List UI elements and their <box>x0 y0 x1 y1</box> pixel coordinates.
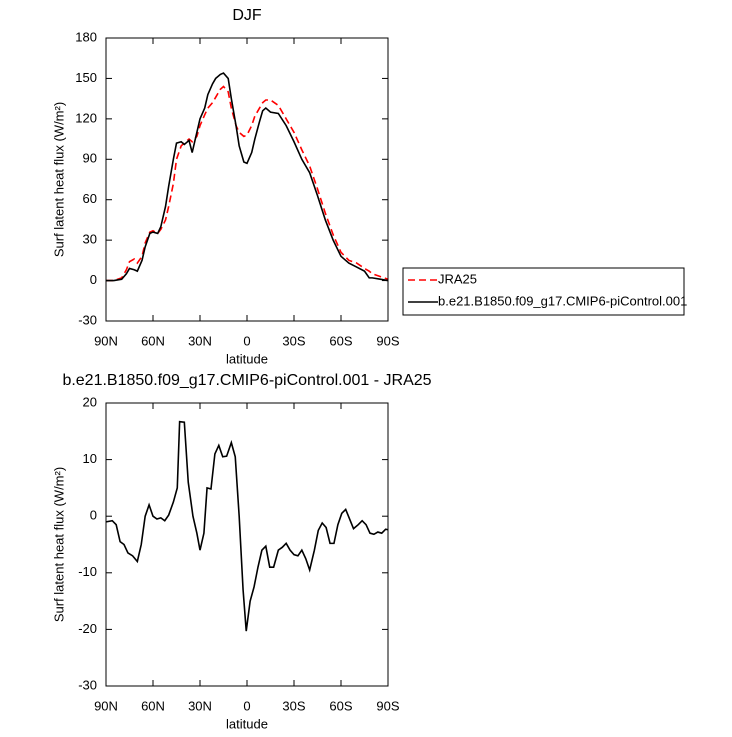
y-tick-label: 20 <box>83 394 97 409</box>
x-tick-label: 30S <box>282 698 305 713</box>
x-tick-label: 60N <box>141 333 165 348</box>
y-tick-label: 60 <box>83 191 97 206</box>
x-tick-label: 60S <box>329 333 352 348</box>
y-axis-label: Surf latent heat flux (W/m²) <box>51 102 66 257</box>
y-tick-label: 0 <box>90 508 97 523</box>
data-line <box>106 85 389 282</box>
x-tick-label: 90N <box>94 698 118 713</box>
legend-label: JRA25 <box>438 271 477 286</box>
x-tick-label: 30S <box>282 333 305 348</box>
y-axis-label: Surf latent heat flux (W/m²) <box>51 467 66 622</box>
y-tick-label: 150 <box>75 70 97 85</box>
legend: JRA25 b.e21.B1850.f09_g17.CMIP6-piControl… <box>402 267 687 316</box>
data-line <box>105 420 389 632</box>
x-tick-label: 30N <box>188 698 212 713</box>
plot-frame <box>105 37 389 322</box>
x-tick-label: 0 <box>243 333 250 348</box>
y-tick-label: 120 <box>75 110 97 125</box>
y-tick-label: -10 <box>78 564 97 579</box>
y-tick-label: 180 <box>75 29 97 44</box>
y-tick-label: 30 <box>83 232 97 247</box>
y-tick-label: 90 <box>83 151 97 166</box>
legend-box <box>402 267 685 316</box>
x-tick-label: 30N <box>188 333 212 348</box>
y-tick-label: -30 <box>78 677 97 692</box>
y-tick-label: 10 <box>83 451 97 466</box>
y-tick-label: 0 <box>90 272 97 287</box>
x-tick-label: 90N <box>94 333 118 348</box>
x-axis-label: latitude <box>226 716 268 731</box>
y-tick-label: -30 <box>78 312 97 327</box>
chart-title: DJF <box>232 7 262 24</box>
data-line <box>106 72 389 282</box>
plot-frame <box>105 402 389 687</box>
x-tick-label: 0 <box>243 698 250 713</box>
x-tick-label: 60N <box>141 698 165 713</box>
x-tick-label: 90S <box>376 698 399 713</box>
x-tick-label: 60S <box>329 698 352 713</box>
y-tick-label: -20 <box>78 621 97 636</box>
x-axis-label: latitude <box>226 351 268 366</box>
legend-label: b.e21.B1850.f09_g17.CMIP6-piControl.001 <box>438 293 687 308</box>
x-tick-label: 90S <box>376 333 399 348</box>
chart-title: b.e21.B1850.f09_g17.CMIP6-piControl.001 … <box>62 372 431 389</box>
